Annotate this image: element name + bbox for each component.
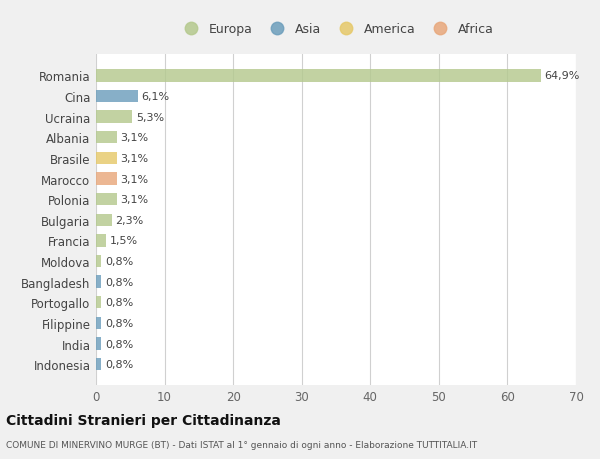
Bar: [96, 132, 117, 144]
Bar: [96, 70, 541, 83]
Bar: [96, 173, 117, 185]
Text: 3,1%: 3,1%: [121, 174, 149, 184]
Text: 64,9%: 64,9%: [544, 71, 580, 81]
Bar: [96, 255, 101, 268]
Text: COMUNE DI MINERVINO MURGE (BT) - Dati ISTAT al 1° gennaio di ogni anno - Elabora: COMUNE DI MINERVINO MURGE (BT) - Dati IS…: [6, 441, 477, 449]
Text: 0,8%: 0,8%: [105, 277, 133, 287]
Bar: [96, 317, 101, 330]
Text: 2,3%: 2,3%: [115, 215, 143, 225]
Text: 3,1%: 3,1%: [121, 154, 149, 163]
Bar: [96, 297, 101, 309]
Text: 3,1%: 3,1%: [121, 133, 149, 143]
Bar: [96, 358, 101, 370]
Bar: [96, 276, 101, 288]
Bar: [96, 111, 133, 123]
Bar: [96, 235, 106, 247]
Text: Cittadini Stranieri per Cittadinanza: Cittadini Stranieri per Cittadinanza: [6, 414, 281, 428]
Text: 3,1%: 3,1%: [121, 195, 149, 205]
Text: 6,1%: 6,1%: [141, 92, 169, 102]
Text: 0,8%: 0,8%: [105, 257, 133, 267]
Text: 0,8%: 0,8%: [105, 297, 133, 308]
Bar: [96, 214, 112, 226]
Bar: [96, 194, 117, 206]
Bar: [96, 91, 138, 103]
Bar: [96, 338, 101, 350]
Text: 1,5%: 1,5%: [110, 236, 138, 246]
Text: 0,8%: 0,8%: [105, 359, 133, 369]
Text: 0,8%: 0,8%: [105, 339, 133, 349]
Text: 0,8%: 0,8%: [105, 318, 133, 328]
Bar: [96, 152, 117, 165]
Text: 5,3%: 5,3%: [136, 112, 164, 123]
Legend: Europa, Asia, America, Africa: Europa, Asia, America, Africa: [173, 18, 499, 41]
